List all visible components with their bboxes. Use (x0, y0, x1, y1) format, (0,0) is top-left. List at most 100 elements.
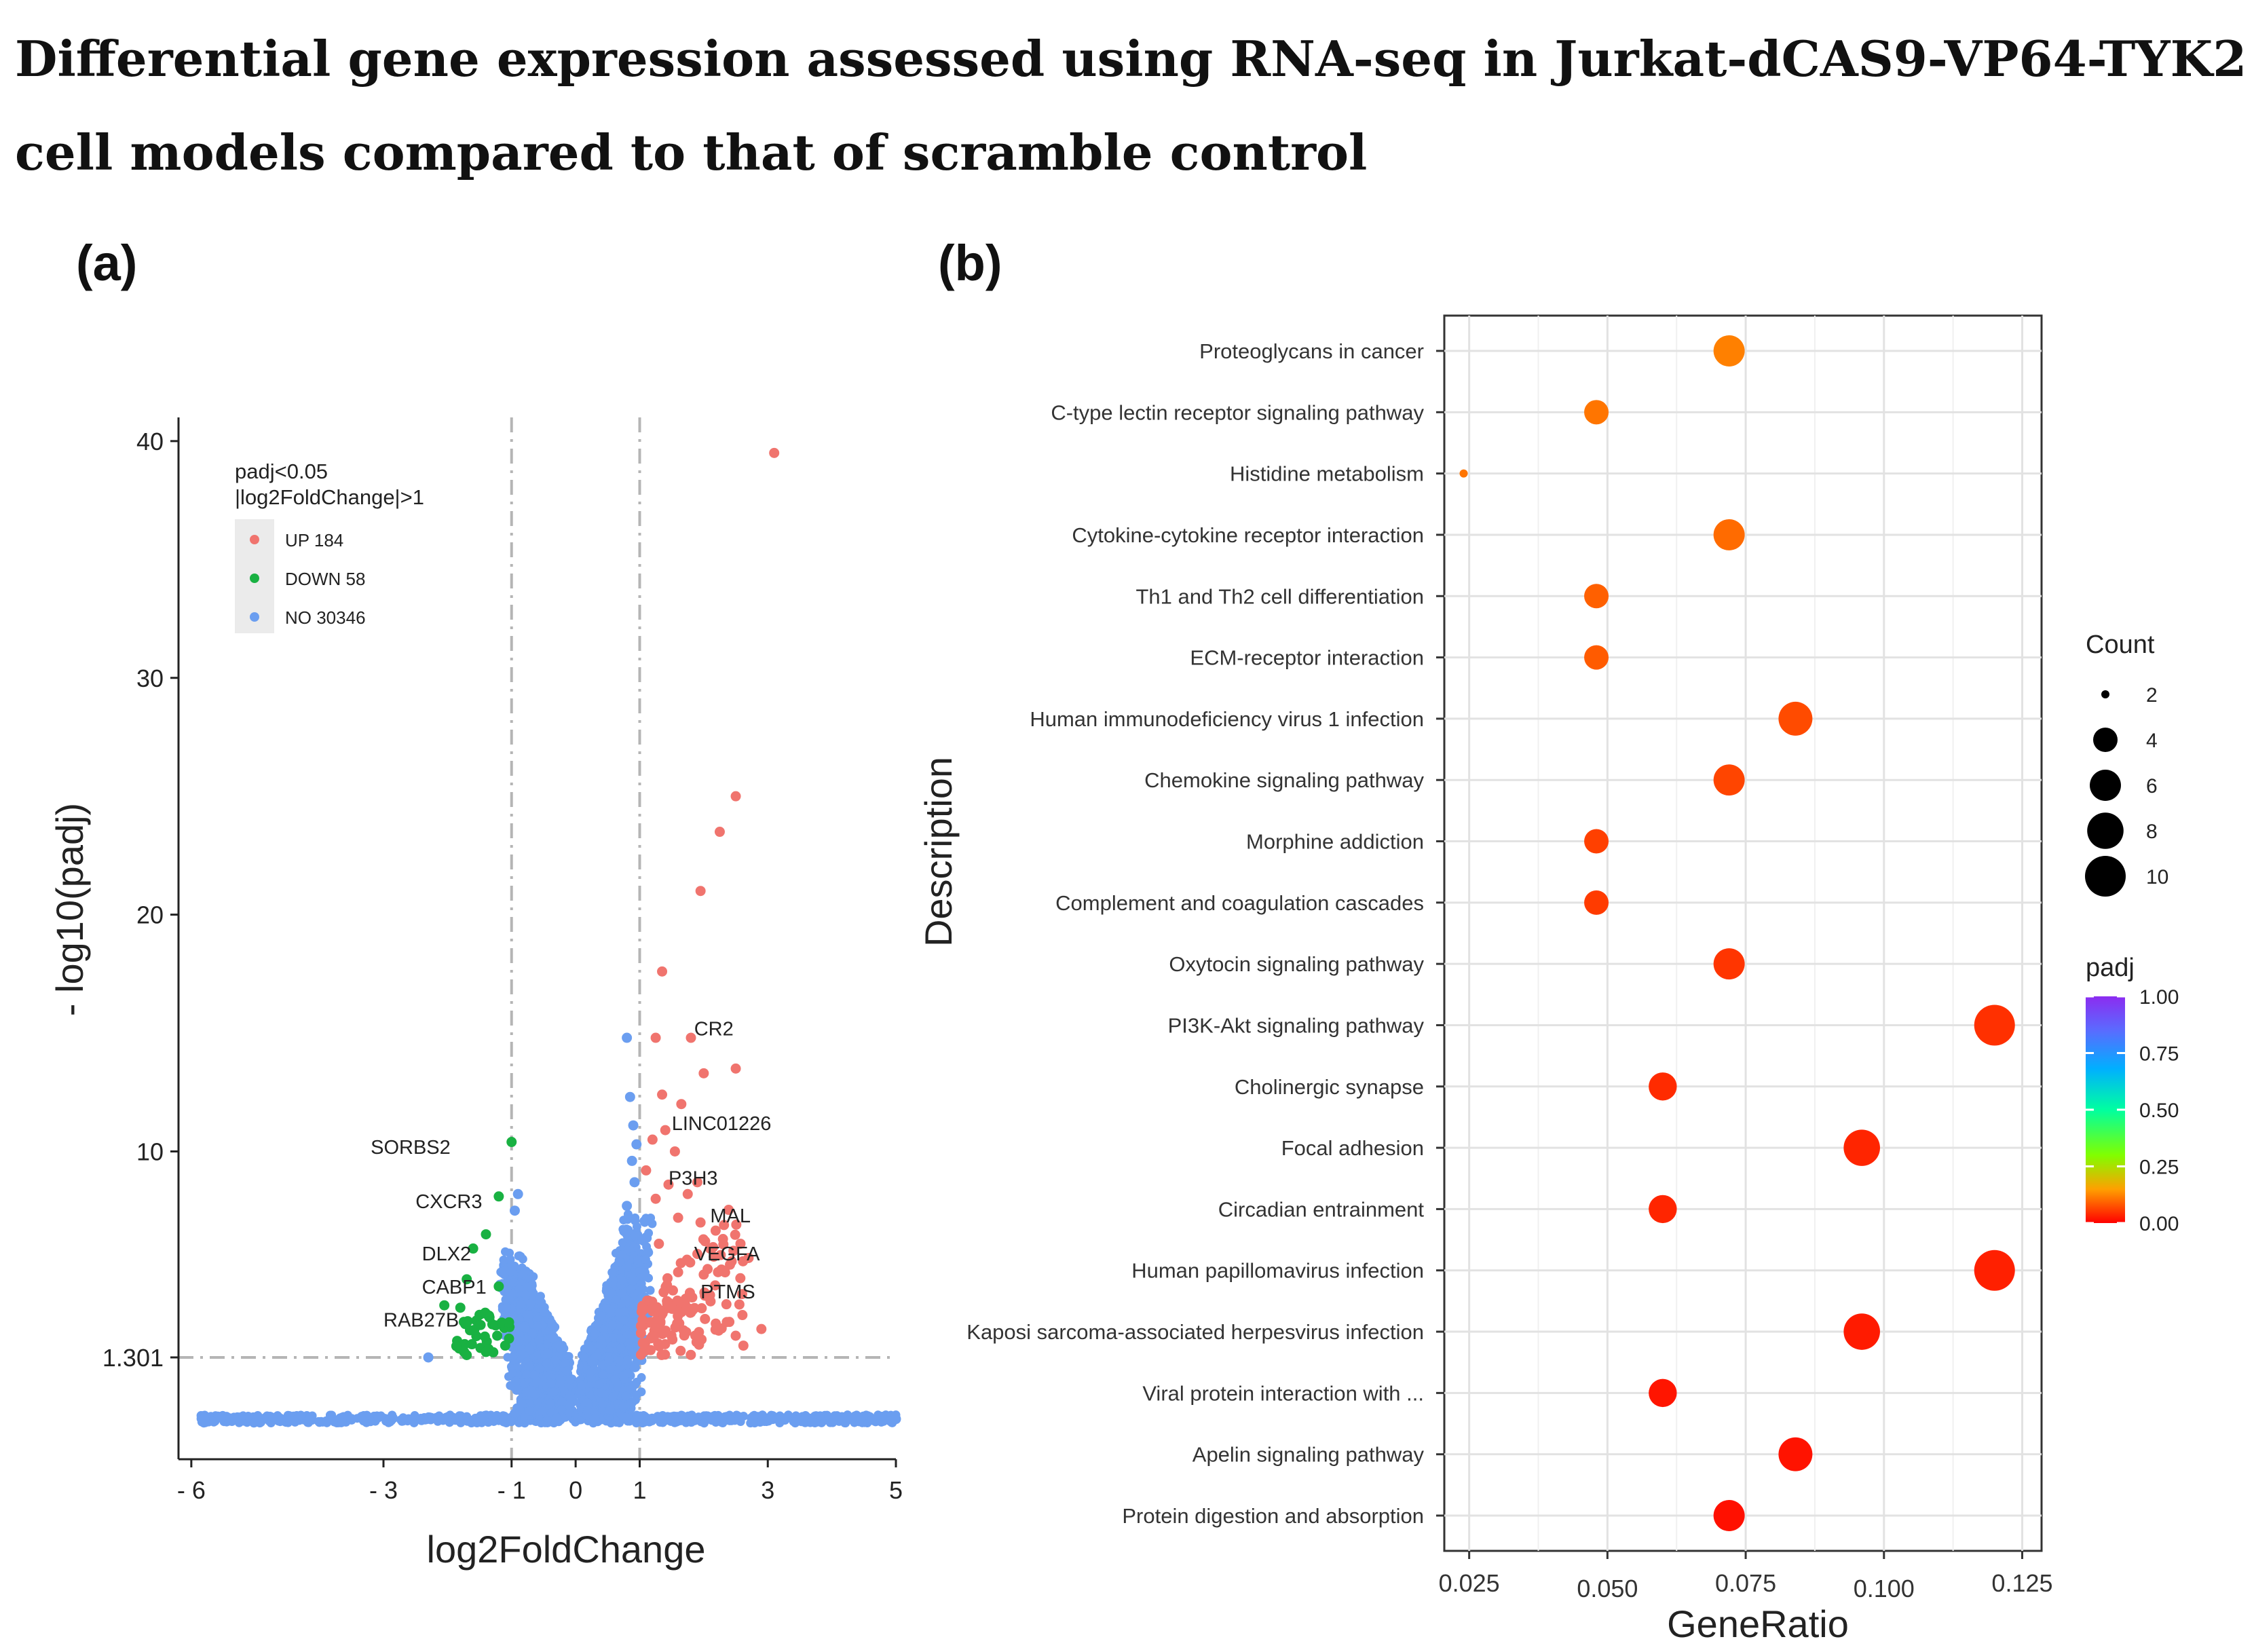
ns-point (624, 1296, 634, 1306)
count-legend-label: 6 (2146, 775, 2158, 797)
ns-point (640, 1218, 650, 1227)
volcano-y-axis-title: - log10(padj) (48, 803, 91, 1016)
up-point (675, 1345, 686, 1356)
count-legend: Count 2 4 6 8 10 (2085, 631, 2168, 897)
up-point (657, 1089, 668, 1100)
ns-point (628, 1276, 637, 1285)
ns-point (229, 1412, 239, 1422)
ns-point (699, 1419, 709, 1428)
down-point (493, 1191, 504, 1202)
ns-point (637, 1373, 646, 1383)
ns-point (500, 1247, 510, 1256)
ns-point (527, 1328, 537, 1338)
up-point (679, 1330, 690, 1341)
ns-point (597, 1311, 606, 1321)
ns-point (622, 1032, 633, 1043)
ns-point (565, 1408, 574, 1417)
up-point (692, 1248, 703, 1259)
pathway-dot (1778, 1437, 1813, 1471)
x-tick-label: 3 (761, 1476, 774, 1504)
up-point (735, 1273, 746, 1283)
dotplot-grid (1444, 316, 2042, 1551)
ns-point (516, 1299, 526, 1309)
ns-point (801, 1411, 810, 1421)
up-point (735, 1238, 746, 1249)
up-point (646, 1317, 657, 1328)
ns-point (519, 1269, 528, 1278)
ns-point (577, 1381, 586, 1390)
legend-key-no (250, 612, 259, 622)
count-legend-label: 8 (2146, 821, 2158, 843)
legend-title-line-1: padj<0.05 (235, 459, 328, 483)
ns-point (677, 1411, 687, 1421)
padj-legend: padj 1.00 0.75 0.50 0.25 0.00 (2086, 954, 2179, 1235)
pathway-label: Viral protein interaction with ... (1142, 1381, 1424, 1405)
pathway-dot (1974, 1250, 2015, 1291)
legend-label-up: UP 184 (285, 530, 343, 550)
up-point (730, 1330, 741, 1341)
pathway-label: ECM-receptor interaction (1190, 646, 1424, 670)
ns-point (629, 1177, 640, 1188)
up-point (676, 1099, 687, 1110)
gene-label: RAB27B (383, 1310, 459, 1332)
colorbar-label: 0.00 (2139, 1213, 2179, 1235)
ns-point (548, 1334, 557, 1344)
pathway-label: C-type lectin receptor signaling pathway (1051, 400, 1424, 424)
ns-point (642, 1242, 652, 1252)
ns-point (533, 1350, 543, 1359)
ns-point (645, 1285, 655, 1295)
x-tick-label: 0 (569, 1476, 582, 1504)
ns-point (499, 1255, 508, 1264)
ns-point (759, 1417, 769, 1427)
up-point (724, 1205, 734, 1216)
ns-point (549, 1387, 559, 1397)
ns-point (823, 1410, 832, 1420)
ns-point (388, 1410, 397, 1420)
down-point (504, 1333, 514, 1344)
ns-point (249, 1419, 259, 1428)
ns-point (616, 1343, 626, 1353)
ns-point (582, 1397, 592, 1407)
pathway-label: PI3K-Akt signaling pathway (1168, 1013, 1425, 1037)
up-point (695, 1217, 706, 1228)
pathway-label: Complement and coagulation cascades (1055, 891, 1424, 915)
gene-label: DLX2 (422, 1243, 472, 1265)
up-point (649, 1331, 660, 1342)
ns-point (557, 1405, 566, 1414)
ns-point (628, 1381, 637, 1390)
ns-point (622, 1355, 632, 1365)
ns-point (509, 1205, 520, 1216)
colorbar-label: 0.50 (2139, 1100, 2179, 1122)
ns-point (529, 1370, 539, 1380)
up-point (719, 1220, 730, 1231)
ns-point (616, 1258, 625, 1267)
gene-label: LINC01226 (672, 1113, 772, 1135)
pathway-dot (1584, 400, 1609, 425)
up-point (684, 1288, 695, 1298)
up-point (670, 1322, 681, 1333)
up-point (637, 1315, 648, 1326)
ns-point (537, 1298, 546, 1307)
down-point (475, 1319, 486, 1330)
ns-point (539, 1307, 548, 1317)
pathway-dot (1584, 829, 1609, 854)
ns-point (550, 1355, 560, 1365)
down-point (459, 1347, 470, 1357)
ns-point (527, 1290, 537, 1299)
up-point (691, 1336, 702, 1347)
ns-point (535, 1364, 544, 1373)
ns-point (321, 1416, 331, 1426)
ns-point (605, 1406, 615, 1416)
pathway-label: Focal adhesion (1281, 1136, 1424, 1160)
up-point (731, 1219, 742, 1230)
ns-point (423, 1352, 434, 1363)
ns-point (533, 1321, 542, 1331)
gene-label: CXCR3 (415, 1191, 482, 1213)
up-point (635, 1349, 646, 1360)
colorbar-label: 0.75 (2139, 1043, 2179, 1066)
ns-point (815, 1411, 825, 1421)
up-point (663, 1179, 674, 1190)
ns-point (647, 1413, 657, 1423)
gene-label: VEGFA (694, 1243, 760, 1265)
